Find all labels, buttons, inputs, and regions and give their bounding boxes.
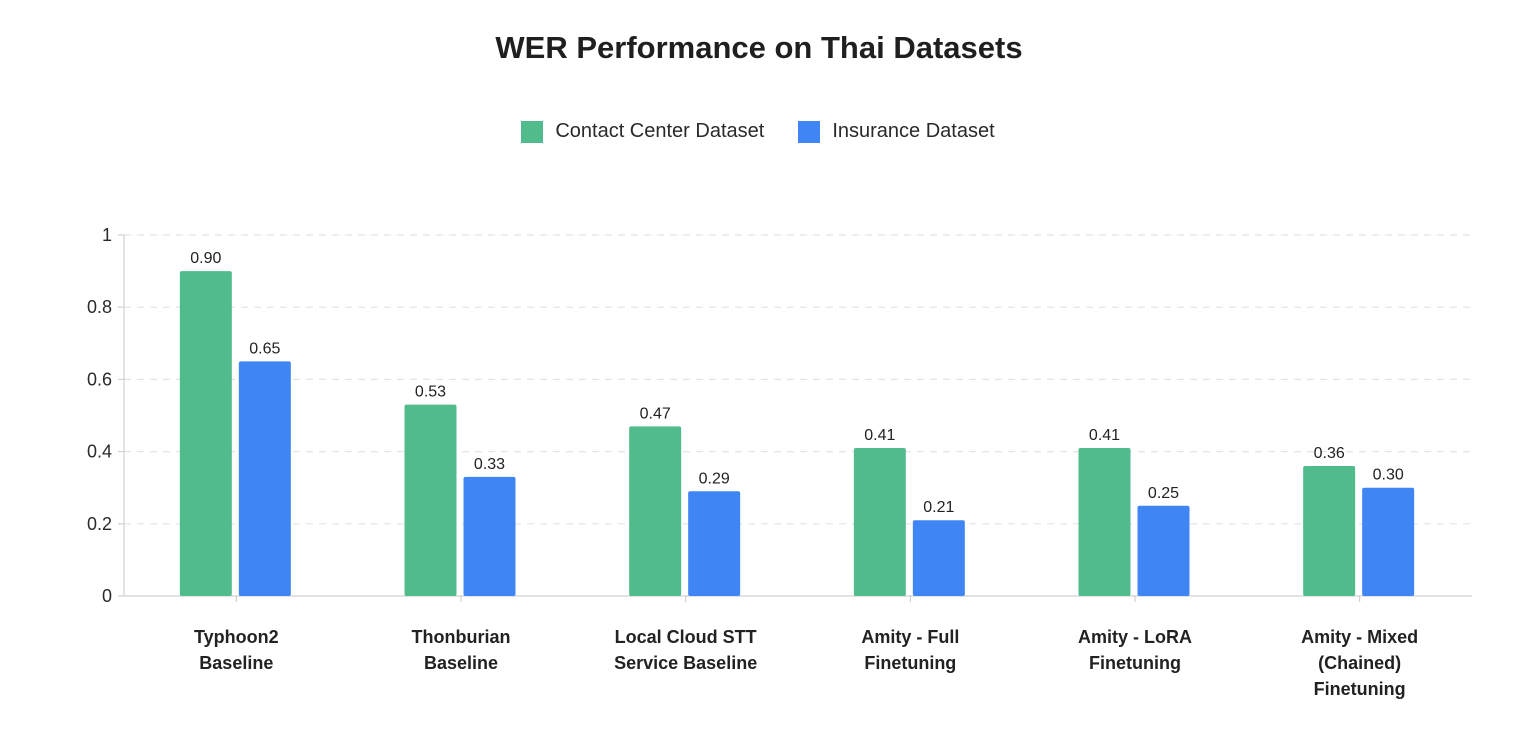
x-tick-label-0-1: Baseline [199, 653, 273, 673]
bar-0-0 [179, 271, 232, 596]
bar-value-label-4-1: 0.25 [1148, 485, 1179, 502]
bar-value-label-0-0: 0.90 [190, 250, 221, 267]
legend-label-insurance: Insurance Dataset [832, 120, 995, 142]
x-tick-label-1-1: Baseline [424, 653, 498, 673]
legend-label-contact-center: Contact Center Dataset [555, 120, 765, 142]
bar-4-0 [1078, 447, 1131, 596]
bar-value-label-0-1: 0.65 [249, 340, 280, 357]
bar-3-0 [853, 447, 906, 596]
legend: Contact Center Dataset Insurance Dataset [0, 120, 1516, 143]
x-tick-label-5-1: (Chained) [1318, 653, 1401, 673]
bar-value-label-4-0: 0.41 [1089, 427, 1120, 444]
bar-4-1 [1137, 505, 1190, 596]
bar-3-1 [912, 520, 965, 596]
y-tick-label-3: 0.6 [87, 369, 112, 389]
legend-swatch-contact-center [521, 120, 544, 143]
bar-value-label-1-0: 0.53 [415, 384, 446, 401]
bar-value-label-1-1: 0.33 [474, 456, 505, 473]
x-tick-label-0-0: Typhoon2 [194, 627, 279, 647]
bar-1-0 [404, 404, 457, 596]
bar-value-label-5-0: 0.36 [1314, 445, 1345, 462]
x-tick-label-4-0: Amity - LoRA [1078, 627, 1192, 647]
x-tick-label-5-2: Finetuning [1314, 679, 1406, 699]
legend-swatch-insurance [798, 120, 821, 143]
bar-0-1 [238, 361, 291, 596]
bar-1-1 [463, 476, 516, 596]
y-tick-label-4: 0.8 [87, 297, 112, 317]
x-tick-label-3-0: Amity - Full [861, 627, 959, 647]
x-tick-label-1-0: Thonburian [412, 627, 511, 647]
bar-value-label-5-1: 0.30 [1373, 467, 1404, 484]
bar-value-label-3-1: 0.21 [923, 499, 954, 516]
bar-value-label-3-0: 0.41 [864, 427, 895, 444]
y-tick-label-5: 1 [102, 225, 112, 245]
legend-item-contact-center[interactable]: Contact Center Dataset [521, 120, 764, 143]
bar-5-0 [1303, 466, 1356, 596]
bar-2-1 [688, 491, 741, 596]
x-tick-label-5-0: Amity - Mixed [1301, 627, 1418, 647]
legend-item-insurance[interactable]: Insurance Dataset [798, 120, 995, 143]
y-tick-label-0: 0 [102, 586, 112, 606]
x-tick-label-2-0: Local Cloud STT [615, 627, 757, 647]
y-tick-label-1: 0.2 [87, 514, 112, 534]
bar-2-0 [629, 426, 682, 596]
x-tick-label-3-1: Finetuning [864, 653, 956, 673]
bar-value-label-2-1: 0.29 [699, 470, 730, 487]
bar-5-1 [1362, 487, 1415, 596]
y-tick-label-2: 0.4 [87, 442, 112, 462]
x-tick-label-2-1: Service Baseline [614, 653, 757, 673]
chart-title: WER Performance on Thai Datasets [495, 30, 1023, 65]
bar-value-label-2-0: 0.47 [640, 405, 671, 422]
x-tick-label-4-1: Finetuning [1089, 653, 1181, 673]
